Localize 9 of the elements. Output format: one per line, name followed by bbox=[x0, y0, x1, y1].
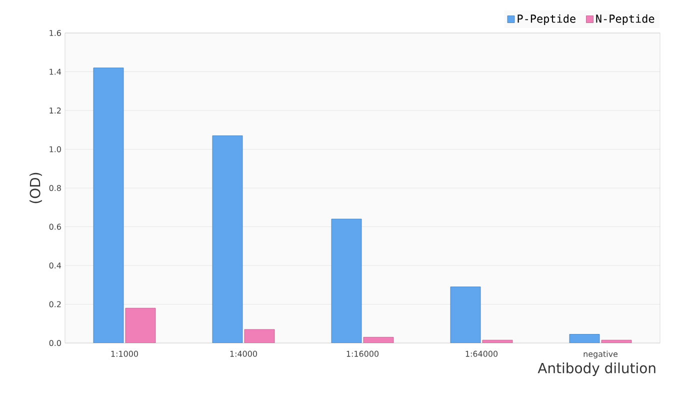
bar bbox=[450, 286, 481, 343]
legend-label: P-Peptide bbox=[518, 14, 576, 25]
bar bbox=[331, 218, 362, 343]
bar bbox=[212, 135, 243, 343]
bar bbox=[93, 68, 124, 343]
y-axis-title: (OD) bbox=[30, 172, 42, 204]
x-axis-title: Antibody dilution bbox=[538, 362, 656, 376]
bar bbox=[125, 308, 156, 343]
legend-label: N-Peptide bbox=[596, 14, 654, 25]
